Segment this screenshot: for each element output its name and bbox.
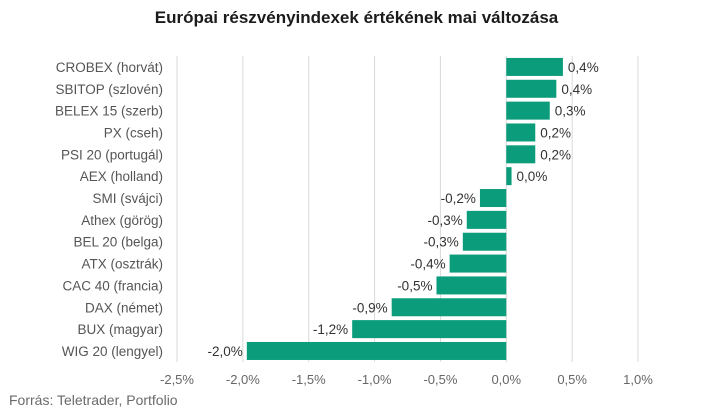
category-label: WIG 20 (lengyel) (62, 344, 163, 359)
chart-title: Európai részvényindexek értékének mai vá… (154, 8, 559, 27)
x-tick-label: 0,5% (557, 372, 587, 387)
x-tick-label: -1,0% (358, 372, 392, 387)
value-label: 0,2% (540, 125, 571, 140)
category-label: SMI (svájci) (93, 191, 164, 206)
bar (506, 145, 536, 164)
x-tick-label: -2,0% (226, 372, 260, 387)
bar (506, 123, 536, 142)
value-label: 0,3% (555, 104, 586, 119)
value-label: 0,4% (568, 60, 599, 75)
bar (391, 298, 507, 317)
source-note: Forrás: Teletrader, Portfolio (9, 392, 178, 408)
x-tick-label: -0,5% (423, 372, 457, 387)
value-label: -0,4% (410, 257, 445, 272)
bar (449, 254, 507, 273)
value-label: 0,2% (540, 147, 571, 162)
bar (466, 210, 507, 229)
x-axis-tick-labels: -2,5% -2,0% -1,5% -1,0% -0,5% 0,0% 0,5% 1,0% (160, 372, 653, 387)
bar (352, 320, 507, 339)
x-tick-label: 1,0% (623, 372, 653, 387)
bar (246, 341, 507, 360)
category-label: Athex (görög) (81, 213, 163, 228)
bar (479, 189, 507, 208)
x-tick-label: -1,5% (292, 372, 326, 387)
category-label: PSI 20 (portugál) (61, 147, 163, 162)
value-label: -2,0% (208, 344, 243, 359)
bar (506, 79, 557, 98)
category-label: BUX (magyar) (77, 322, 163, 337)
x-tick-label: 0,0% (491, 372, 521, 387)
grid-lines (176, 56, 639, 362)
bars (246, 57, 563, 360)
category-label: BELEX 15 (szerb) (55, 104, 163, 119)
value-label: -0,3% (427, 213, 462, 228)
category-label: BEL 20 (belga) (73, 235, 163, 250)
value-label: 0,0% (517, 169, 548, 184)
bar (506, 167, 512, 186)
category-labels: CROBEX (horvát) SBITOP (szlovén) BELEX 15 … (55, 60, 163, 359)
category-label: CAC 40 (francia) (62, 278, 163, 293)
bar (506, 101, 550, 120)
value-label: -0,9% (352, 300, 387, 315)
x-tick-label: -2,5% (160, 372, 194, 387)
category-label: ATX (osztrák) (81, 257, 163, 272)
bar (462, 232, 507, 251)
value-label: -1,2% (313, 322, 348, 337)
value-label: 0,4% (561, 82, 592, 97)
value-labels: 0,4% 0,4% 0,3% 0,2% 0,2% 0,0% -0,2% -0,3% -0,3% -… (208, 60, 599, 359)
bar (506, 57, 563, 76)
value-label: -0,3% (424, 235, 459, 250)
value-label: -0,2% (441, 191, 476, 206)
category-label: PX (cseh) (104, 125, 163, 140)
category-label: SBITOP (szlovén) (55, 82, 163, 97)
value-label: -0,5% (397, 278, 432, 293)
bar (436, 276, 507, 295)
category-label: DAX (német) (85, 300, 163, 315)
category-label: AEX (holland) (80, 169, 163, 184)
category-label: CROBEX (horvát) (56, 60, 163, 75)
